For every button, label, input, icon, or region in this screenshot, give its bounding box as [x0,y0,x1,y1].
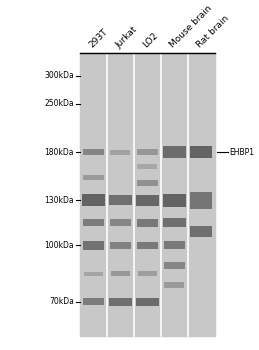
Bar [83,175,104,180]
Bar [136,180,158,186]
Bar [163,218,186,227]
Bar [136,195,159,205]
Text: 180kDa: 180kDa [44,148,74,156]
Bar [110,219,131,226]
Bar [190,146,212,159]
Bar [83,241,104,250]
Bar [80,53,215,336]
Bar [136,298,159,306]
Text: Jurkat: Jurkat [114,25,139,50]
Bar [190,226,212,237]
Text: 70kDa: 70kDa [49,298,74,307]
Bar [163,194,186,206]
Bar [110,149,131,155]
Text: Rat brain: Rat brain [195,14,231,50]
Text: EHBP1: EHBP1 [229,148,255,156]
Bar [163,262,185,269]
Bar [163,241,185,249]
Bar [190,192,212,209]
Bar [109,298,132,306]
Bar [82,195,105,206]
Bar [164,282,184,288]
Text: 293T: 293T [87,28,109,50]
Bar [136,219,158,227]
Text: 100kDa: 100kDa [44,241,74,250]
Bar [163,146,186,158]
Bar [111,271,130,276]
Bar [83,149,104,155]
Bar [136,242,158,249]
Bar [137,164,157,169]
Bar [110,242,131,249]
Text: LO2: LO2 [141,32,160,50]
Text: 250kDa: 250kDa [44,99,74,108]
Bar [83,219,104,226]
Bar [83,299,104,306]
Bar [136,149,158,155]
Text: 300kDa: 300kDa [44,71,74,80]
Text: 130kDa: 130kDa [44,196,74,205]
Text: Mouse brain: Mouse brain [168,4,214,50]
Bar [138,271,157,276]
Bar [109,195,132,205]
Bar [84,272,103,276]
